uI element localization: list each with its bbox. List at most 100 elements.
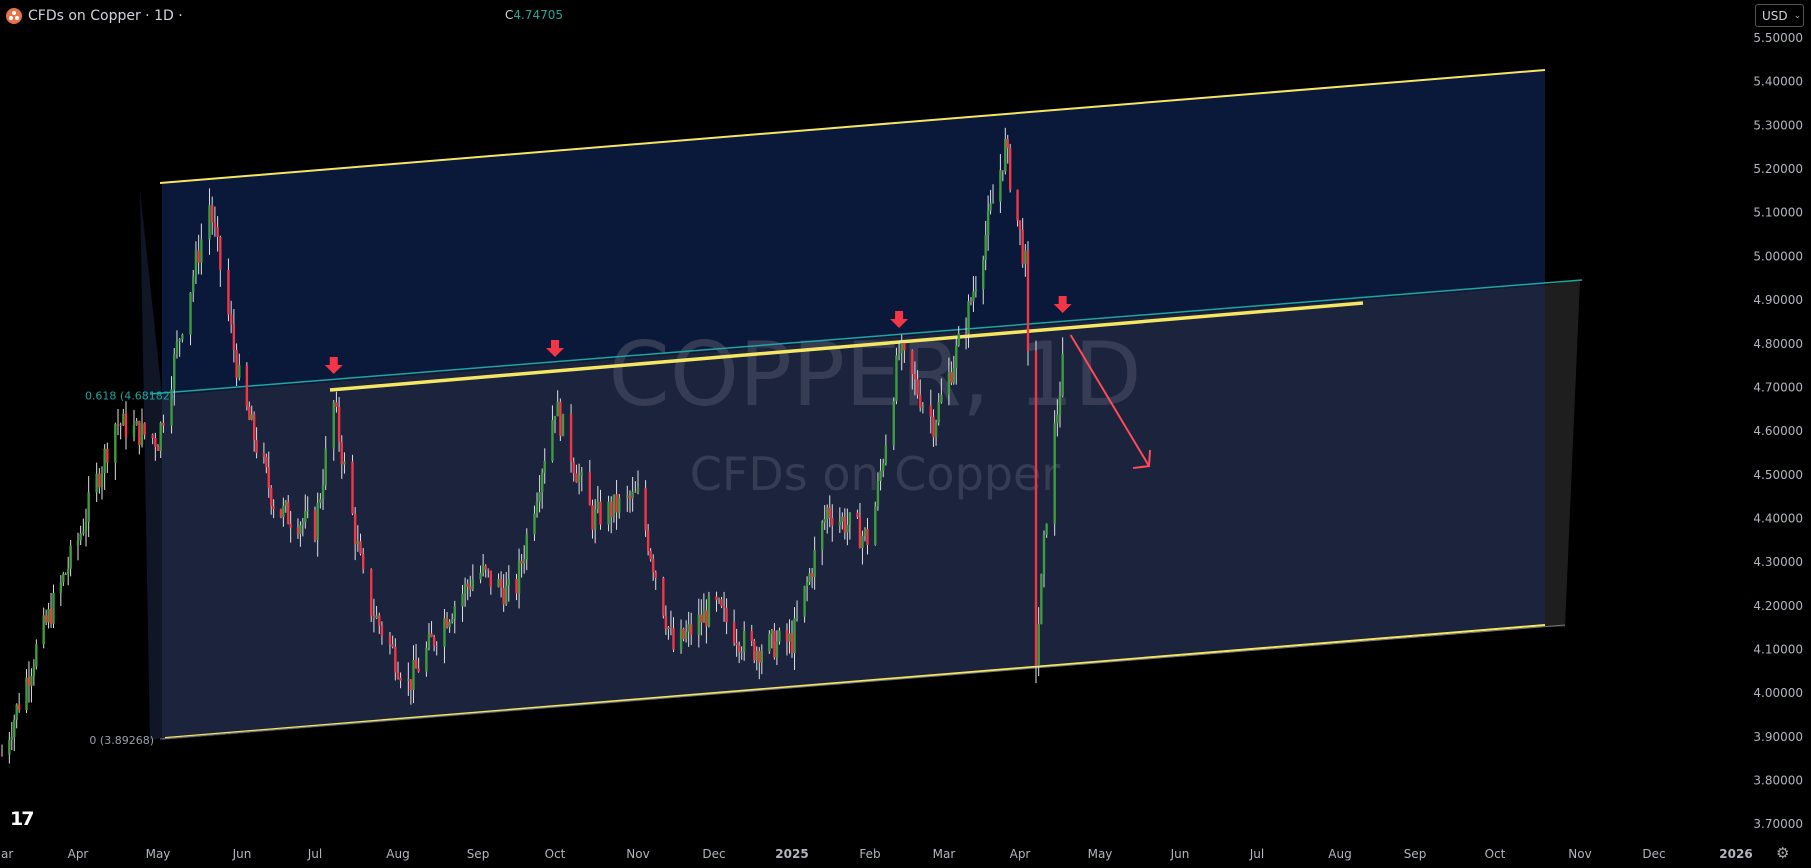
price-tick-label: 4.10000 <box>1753 643 1803 657</box>
candle-body <box>432 636 436 646</box>
candle-body <box>409 679 413 690</box>
candle-body <box>813 550 816 577</box>
candle-body <box>282 505 285 518</box>
candle-body <box>466 583 469 587</box>
candle-body <box>1021 229 1024 265</box>
candle-body <box>1034 350 1038 666</box>
candle-body <box>520 560 523 564</box>
candle-body <box>540 472 544 493</box>
fib-0-line <box>159 624 1566 740</box>
price-tick-label: 5.50000 <box>1753 31 1803 45</box>
price-tick-label: 4.00000 <box>1753 686 1803 700</box>
candle-body <box>469 586 472 590</box>
candle-body <box>758 651 761 663</box>
candle-body <box>580 472 583 476</box>
down-arrow-icon <box>890 311 909 328</box>
time-tick-label: Aug <box>386 847 409 861</box>
time-axis: Mar Apr May Jun Jul Aug Sep Oct Nov Dec 2025 Feb Mar… <box>0 847 1753 861</box>
candle-body <box>151 434 154 439</box>
candle-body <box>267 467 270 488</box>
price-tick-label: 5.30000 <box>1753 118 1803 132</box>
candle-body <box>306 510 309 512</box>
price-tick-label: 3.80000 <box>1753 774 1803 788</box>
time-tick-label: Feb <box>859 847 880 861</box>
candle-body <box>450 619 454 622</box>
candle-body <box>856 512 859 517</box>
candle-body <box>831 517 834 526</box>
candle-body <box>525 534 528 560</box>
candle-body <box>984 235 987 261</box>
candle-body <box>823 518 826 523</box>
candle-body <box>1040 574 1043 624</box>
candle-body <box>1058 395 1062 415</box>
currency-select[interactable]: USD ⌄ <box>1755 4 1804 27</box>
candle-body <box>892 401 895 446</box>
candle-body <box>610 501 613 518</box>
candle-body <box>793 618 796 654</box>
symbol-title[interactable]: CFDs on Copper · 1D · <box>28 8 183 24</box>
candle-body <box>52 592 55 624</box>
candle-body <box>13 719 16 738</box>
candle-body <box>100 473 104 488</box>
candle-body <box>321 485 325 500</box>
candle-body <box>47 609 50 623</box>
candle-body <box>87 492 90 523</box>
candle-body <box>289 523 292 528</box>
candle-body <box>1053 423 1056 524</box>
time-tick-label: May <box>1088 847 1113 861</box>
candle-body <box>414 660 418 669</box>
candle-body <box>785 630 789 642</box>
candle-body <box>250 414 253 420</box>
candle-body <box>947 372 951 395</box>
candle-body <box>27 677 31 686</box>
candle-body <box>1045 523 1048 535</box>
candle-body <box>287 501 290 524</box>
candle-body <box>335 402 338 407</box>
candle-body <box>103 448 106 474</box>
candle-body <box>964 333 968 335</box>
down-arrow-icon <box>546 340 564 357</box>
candle-body <box>62 574 65 583</box>
candle-body <box>858 516 862 548</box>
candle-body <box>296 527 300 534</box>
candle-body <box>351 461 354 514</box>
candle-body <box>937 402 940 423</box>
candle-body <box>272 506 275 510</box>
candle-body <box>370 569 373 616</box>
candle-body <box>989 203 992 211</box>
candle-body <box>194 250 198 277</box>
candle-body <box>64 573 67 575</box>
candle-body <box>732 622 736 644</box>
candle-body <box>991 201 995 204</box>
candle-body <box>863 528 867 536</box>
time-tick-label: Jun <box>232 847 252 861</box>
price-tick-label: 5.20000 <box>1753 162 1803 176</box>
candle-body <box>270 487 273 507</box>
candle-body <box>1056 414 1059 424</box>
candle-body <box>553 416 557 421</box>
candle-body <box>445 618 449 628</box>
candle-body <box>982 260 985 290</box>
candle-body <box>940 394 943 403</box>
candle-body <box>778 630 781 642</box>
candle-body <box>359 541 362 554</box>
candle-body <box>1061 354 1064 396</box>
upper-zone <box>162 69 1545 396</box>
candle-body <box>343 461 346 465</box>
gear-icon[interactable]: ⚙ <box>1776 844 1790 862</box>
candle-body <box>507 579 510 586</box>
candle-body <box>279 509 283 518</box>
candle-body <box>227 269 230 315</box>
candle-body <box>618 497 621 513</box>
time-tick-label: Sep <box>1404 847 1427 861</box>
candle-body <box>396 672 400 678</box>
time-tick-label: Mar <box>933 847 956 861</box>
candle-body <box>17 704 21 711</box>
candle-body <box>372 615 376 619</box>
candle-body <box>332 402 335 449</box>
candle-body <box>588 472 592 506</box>
candle-body <box>8 739 11 755</box>
candle-body <box>795 616 799 619</box>
tradingview-logo-icon[interactable]: 17 <box>10 808 34 830</box>
